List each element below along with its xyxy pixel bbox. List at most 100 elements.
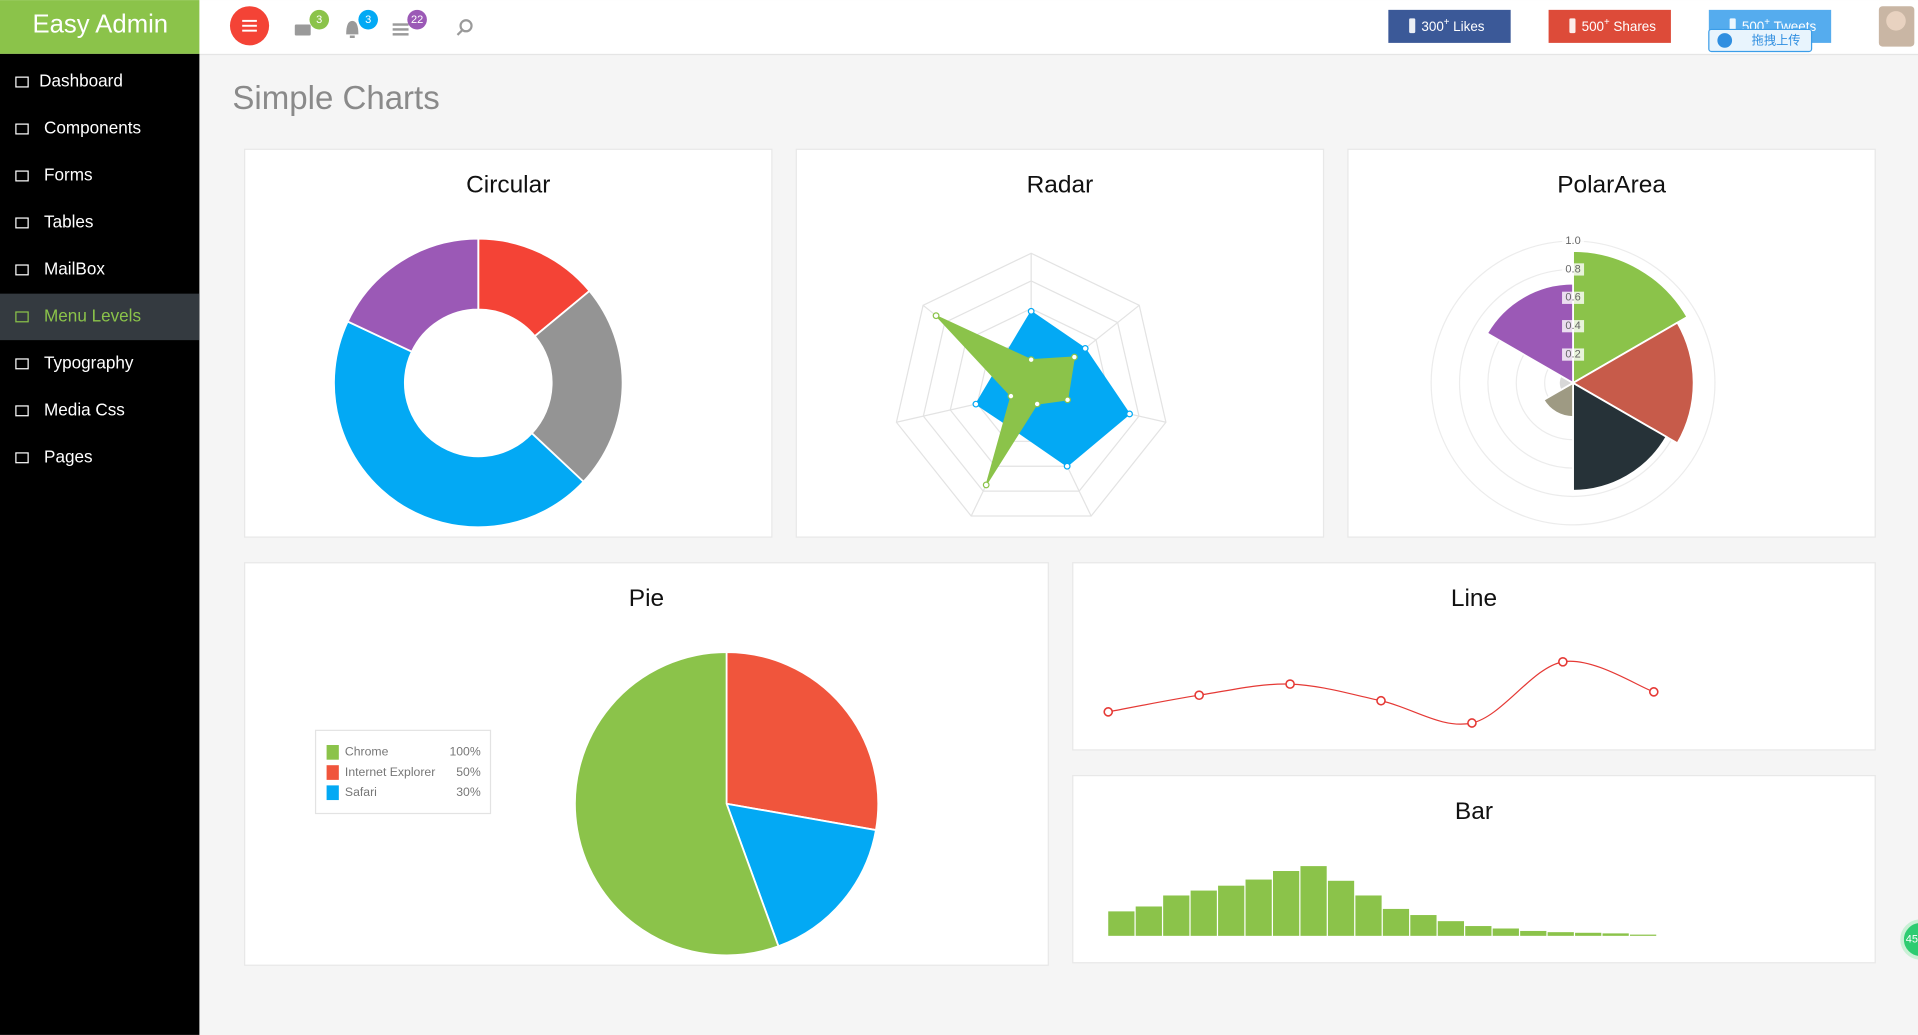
badge-count: 22 [411, 14, 423, 26]
radar-point [1064, 396, 1071, 404]
line-point [1103, 707, 1114, 717]
menu-icon [15, 217, 29, 229]
bar [1520, 930, 1547, 936]
menu-item[interactable]: MailBox [44, 259, 105, 278]
line-point [1376, 695, 1386, 706]
legend-value: 30% [456, 785, 481, 799]
list-icon[interactable] [392, 23, 409, 36]
menu-item[interactable]: Menu Levels [44, 306, 141, 325]
legend-label: Safari [345, 785, 377, 799]
menu-icon [15, 405, 29, 417]
bar [1272, 871, 1300, 936]
badge [358, 9, 378, 30]
line-point [1194, 690, 1204, 701]
radar-point [1027, 307, 1035, 315]
bar [1108, 911, 1135, 936]
social-button[interactable] [1388, 9, 1511, 43]
chart-title: Bar [1455, 798, 1493, 825]
polar-tick-bg [1562, 234, 1585, 248]
radar-point [1063, 462, 1071, 470]
doughnut-slice [333, 320, 585, 529]
search-icon[interactable] [456, 19, 473, 36]
polar-tick-label: 0.8 [1565, 263, 1580, 275]
polar-sector [1542, 381, 1574, 418]
badge [407, 9, 427, 30]
brand-bar [0, 0, 200, 54]
bar [1437, 921, 1465, 936]
pie-slice [725, 802, 878, 948]
text-part: + [1764, 17, 1770, 28]
menu-item[interactable]: Components [44, 119, 141, 138]
line-point [1467, 718, 1477, 728]
legend-box [314, 729, 492, 815]
sidebar [0, 53, 200, 1035]
avatar-face [1886, 11, 1906, 31]
polar-tick-label: 0.6 [1565, 292, 1580, 304]
menu-item[interactable]: Media Css [44, 400, 125, 419]
polar-tick-bg [1562, 291, 1585, 304]
bar [1492, 928, 1519, 936]
menu-active [0, 293, 200, 341]
social-label: 500+ Shares [1582, 17, 1657, 34]
brand: Easy Admin [33, 11, 169, 39]
polar-tick-label: 0.2 [1565, 348, 1580, 360]
radar-point [1007, 392, 1015, 400]
radar-web [895, 252, 1167, 517]
legend-swatch [326, 765, 339, 780]
menu-item[interactable]: Typography [44, 353, 134, 372]
radar-point [1081, 344, 1089, 352]
float-button[interactable] [1900, 919, 1918, 960]
radar-point [1033, 400, 1041, 408]
bar [1547, 932, 1574, 936]
legend-label: Internet Explorer [345, 765, 435, 779]
menu-icon [15, 358, 29, 370]
bar [1382, 908, 1410, 936]
polar-tick-label: 1.0 [1565, 235, 1580, 247]
page-title: Simple Charts [232, 79, 439, 116]
line-point [1648, 687, 1659, 697]
text-part: + [1444, 17, 1450, 28]
mail-icon[interactable] [294, 24, 311, 36]
social-label: 300+ Likes [1421, 17, 1484, 34]
chart-title: Line [1451, 585, 1497, 612]
bar [1135, 906, 1162, 936]
social-button[interactable] [1548, 9, 1671, 43]
upload-box[interactable] [1708, 28, 1813, 53]
bar [1327, 880, 1355, 936]
bar [1190, 890, 1217, 936]
menu-icon [15, 76, 29, 88]
text-part: Likes [1453, 19, 1485, 34]
menu-icon [15, 123, 29, 135]
menu-icon [15, 264, 29, 276]
line-point [1285, 679, 1295, 689]
menu-item[interactable]: Forms [44, 165, 92, 184]
bar [1575, 932, 1602, 936]
text-part: Shares [1613, 19, 1656, 34]
polar-sector [1485, 282, 1574, 385]
chart-title: Radar [1027, 171, 1094, 198]
polar-tick-bg [1562, 348, 1585, 361]
bar [1245, 879, 1272, 936]
text-part: 300 [1421, 19, 1443, 34]
radar-point [1070, 353, 1078, 361]
legend-value: 100% [449, 745, 480, 759]
bell-icon[interactable] [346, 20, 359, 38]
menu-item[interactable]: Pages [44, 447, 93, 466]
radar-point [932, 312, 940, 320]
menu-item[interactable]: Dashboard [39, 72, 123, 91]
radar-web [922, 280, 1140, 492]
badge-count: 3 [365, 14, 371, 26]
bar [1163, 895, 1190, 936]
polar-sector [1571, 321, 1695, 445]
chart-title: Pie [629, 585, 664, 612]
legend-value: 50% [456, 765, 481, 779]
doughnut-slice [346, 237, 480, 353]
radar-point [1027, 356, 1035, 364]
line-point [1558, 657, 1568, 667]
menu-item[interactable]: Tables [44, 212, 93, 231]
bar [1465, 926, 1492, 936]
menu-icon [15, 452, 29, 464]
social-icon [1409, 18, 1416, 34]
